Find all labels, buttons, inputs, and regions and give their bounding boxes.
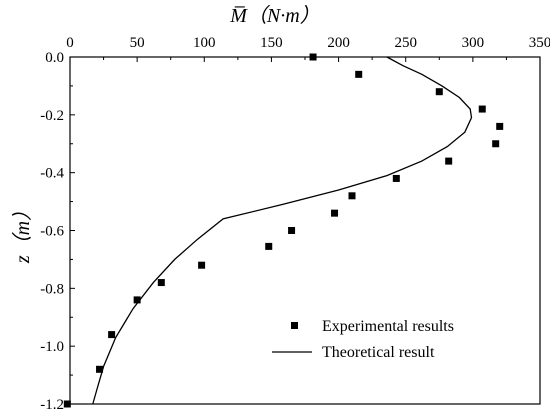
x-tick-label: 300 <box>462 35 485 51</box>
x-tick-label: 50 <box>130 35 145 51</box>
x-tick-label: 250 <box>394 35 417 51</box>
y-tick-label: 0.0 <box>45 50 64 66</box>
experimental-point <box>392 174 400 182</box>
y-tick-label: -0.8 <box>40 281 64 297</box>
y-tick-label: -0.6 <box>40 224 64 240</box>
experimental-point <box>331 209 339 217</box>
experimental-point <box>478 105 486 113</box>
experimental-point <box>492 140 500 148</box>
y-tick-label: -1.0 <box>40 339 64 355</box>
experimental-point <box>133 296 141 304</box>
experimental-point <box>63 400 71 408</box>
y-axis-title: z（m） <box>11 201 34 264</box>
experimental-series <box>63 53 504 408</box>
experimental-point <box>445 157 453 165</box>
y-axis-ticks: 0.0 -0.2 -0.4 -0.6 -0.8 -1.0 -1.2 <box>40 50 75 413</box>
experimental-point <box>157 279 165 287</box>
experimental-point <box>108 331 116 339</box>
theoretical-series <box>92 56 473 405</box>
legend: Experimental results Theoretical result <box>272 318 454 361</box>
experimental-point <box>288 227 296 234</box>
x-tick-label: 150 <box>260 35 283 51</box>
experimental-point <box>309 53 317 61</box>
experimental-point <box>435 88 443 96</box>
x-axis-title: M̅（N·m） <box>229 4 319 27</box>
experimental-point <box>96 365 104 373</box>
legend-marker-experimental <box>291 322 298 329</box>
experimental-point <box>265 242 273 250</box>
experimental-point <box>348 192 356 200</box>
x-tick-label: 350 <box>529 35 550 51</box>
x-axis-ticks: 0 50 100 150 200 250 300 350 <box>66 35 550 62</box>
experimental-point <box>198 261 206 269</box>
legend-label-theoretical: Theoretical result <box>322 344 435 361</box>
y-tick-label: -0.2 <box>40 108 64 124</box>
legend-label-experimental: Experimental results <box>322 318 454 335</box>
x-tick-label: 200 <box>327 35 350 51</box>
theoretical-curve <box>92 56 473 405</box>
y-tick-label: -1.2 <box>40 397 64 413</box>
y-tick-label: -0.4 <box>40 166 64 182</box>
x-tick-label: 0 <box>66 35 74 51</box>
experimental-point <box>496 122 504 130</box>
x-tick-label: 100 <box>193 35 216 51</box>
experimental-point <box>355 70 363 78</box>
